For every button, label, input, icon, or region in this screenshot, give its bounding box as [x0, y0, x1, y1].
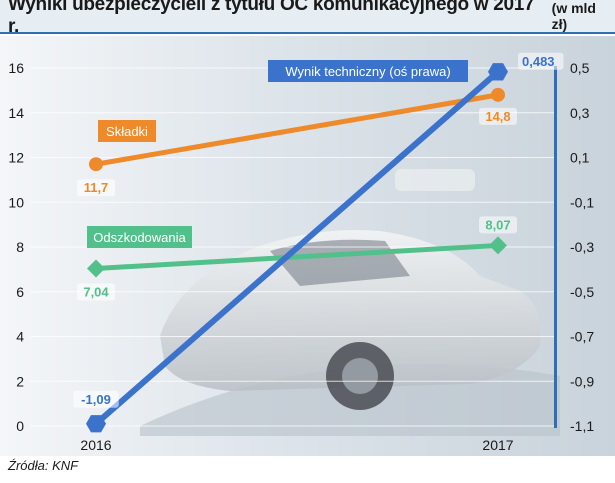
right-tick-label: 0,1 [570, 150, 590, 166]
legend-label: Odszkodowania [93, 230, 186, 245]
chart-subtitle: (w mld zł) [551, 0, 596, 32]
left-tick-label: 2 [16, 373, 24, 389]
right-axis-line [554, 66, 557, 428]
data-point [488, 63, 508, 81]
right-axis-ticks: -1,1 -0,9 -0,7 -0,5 -0,3 -0,1 0,1 0,3 0,5 [570, 60, 594, 434]
x-tick-label: 2016 [80, 437, 111, 453]
left-tick-label: 14 [8, 105, 24, 121]
data-label: 8,07 [485, 217, 510, 232]
right-tick-label: -0,1 [570, 194, 594, 210]
car-silhouette [160, 230, 541, 391]
legend-box [87, 226, 192, 248]
right-tick-label: -0,9 [570, 373, 594, 389]
data-point [491, 87, 505, 102]
left-tick-label: 4 [16, 329, 24, 345]
data-label-bg [479, 216, 517, 234]
left-tick-label: 6 [16, 284, 24, 300]
left-tick-label: 0 [16, 418, 24, 434]
data-label: 11,7 [84, 180, 109, 195]
legend-layer: Składki Odszkodowania Wynik techniczny (oś… [87, 60, 468, 248]
right-tick-label: -1,1 [570, 418, 594, 434]
distant-car [395, 169, 475, 191]
right-tick-label: -0,3 [570, 239, 594, 255]
legend-label: Składki [106, 124, 148, 139]
data-point [89, 157, 103, 172]
data-point [489, 236, 507, 255]
series-layer [86, 63, 508, 433]
right-tick-label: -0,7 [570, 329, 594, 345]
data-label-bg [77, 283, 115, 301]
title-bar: Wyniki ubezpieczycieli z tytułu OC komun… [0, 0, 615, 37]
background-photo [0, 36, 615, 456]
left-tick-label: 12 [8, 150, 24, 166]
chart-area: 0 2 4 6 8 10 12 14 16 -1,1 -0,9 -0,7 -0,5 -0,3 -0,1 0,… [0, 36, 615, 456]
legend-label: Wynik techniczny (oś prawa) [285, 64, 450, 79]
car-wheel-rim [342, 358, 378, 394]
data-label: 14,8 [485, 109, 510, 124]
right-tick-label: 0,5 [570, 60, 590, 76]
left-tick-label: 16 [8, 60, 24, 76]
data-labels: 11,7 14,8 7,04 8,07 -1,09 0,483 [73, 52, 564, 408]
x-axis-ticks: 2016 2017 [80, 437, 513, 453]
series-line [93, 242, 501, 271]
left-axis-ticks: 0 2 4 6 8 10 12 14 16 [8, 60, 24, 434]
data-label: 7,04 [83, 284, 109, 299]
series-line [93, 92, 501, 167]
data-label-bg [518, 52, 564, 70]
data-label-bg [77, 179, 115, 197]
left-tick-label: 10 [8, 194, 24, 210]
data-label-bg [479, 107, 517, 125]
chart-title: Wyniki ubezpieczycieli z tytułu OC komun… [8, 0, 535, 37]
legend-box [98, 120, 156, 142]
x-tick-label: 2017 [482, 437, 513, 453]
series-line [93, 68, 501, 427]
legend-box [268, 60, 468, 82]
right-tick-label: 0,3 [570, 105, 590, 121]
data-point [87, 259, 105, 278]
data-label-bg [73, 390, 119, 408]
source-note: Źródła: KNF [8, 458, 79, 473]
right-tick-label: -0,5 [570, 284, 594, 300]
data-label: 0,483 [522, 54, 555, 69]
data-point [86, 415, 106, 433]
data-label: -1,09 [81, 392, 111, 407]
left-tick-label: 8 [16, 239, 24, 255]
